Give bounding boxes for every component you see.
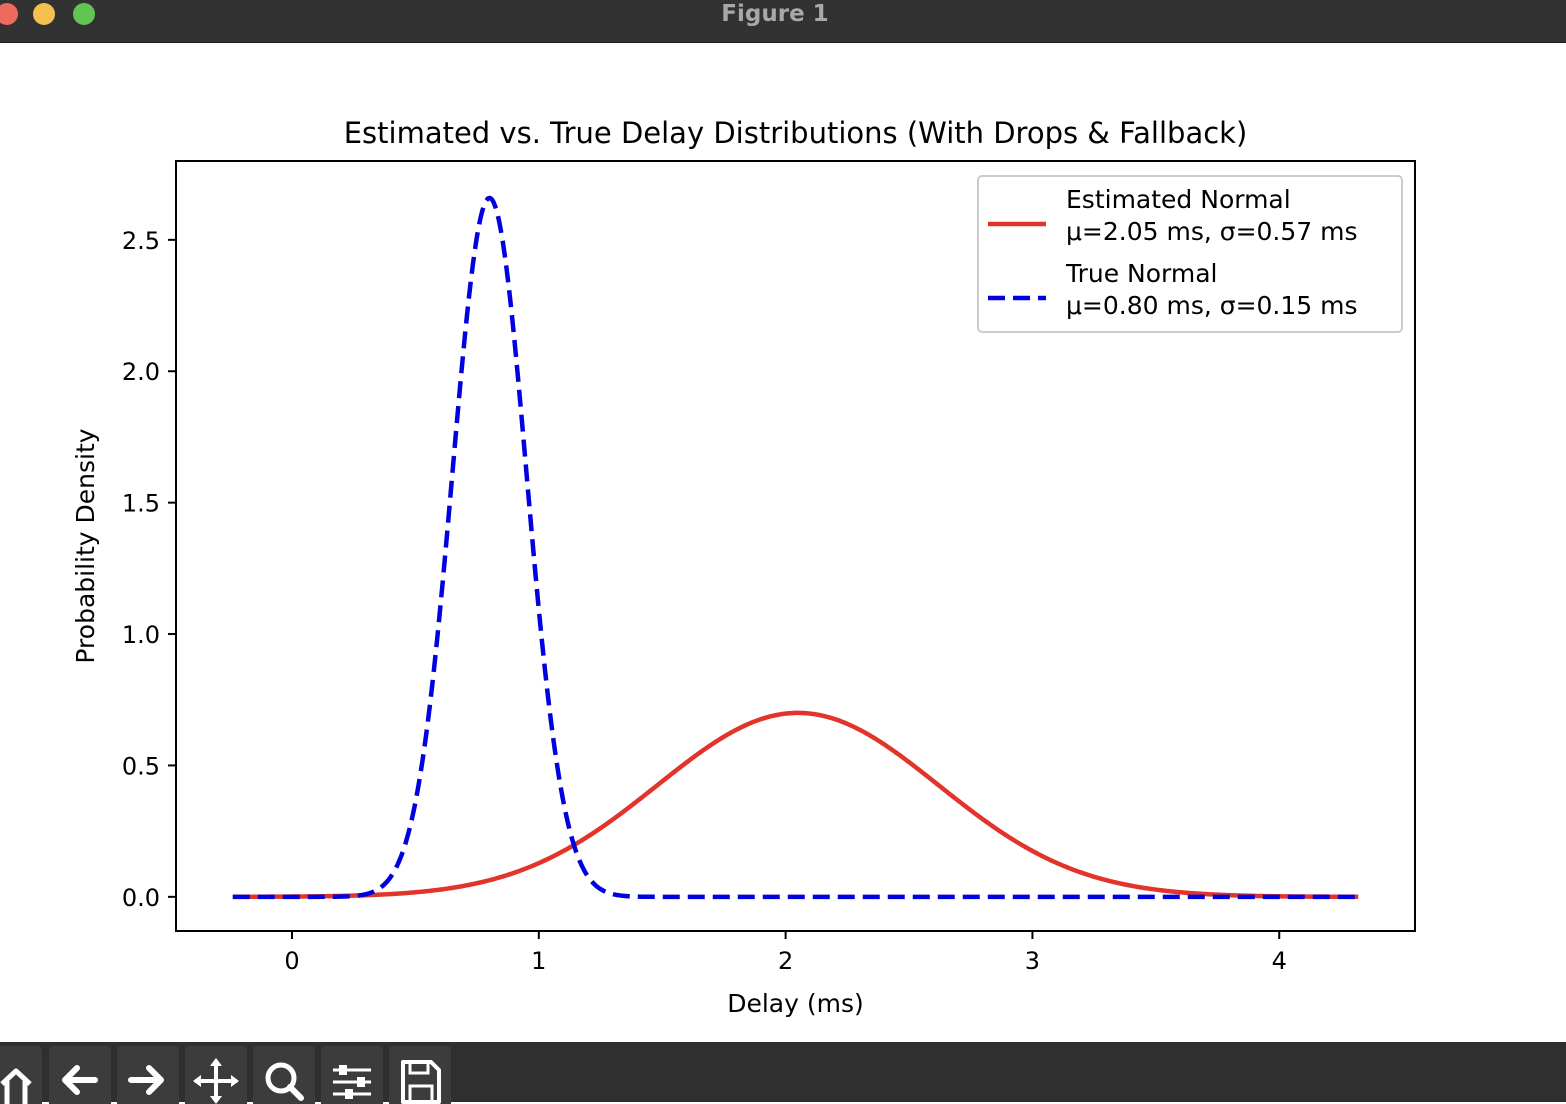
sliders-icon — [333, 1065, 371, 1099]
window-title: Figure 1 — [721, 1, 829, 27]
y-axis-label: Probability Density — [71, 428, 100, 663]
x-tick-label: 1 — [531, 947, 546, 975]
y-tick-label: 0.0 — [122, 884, 160, 912]
window-titlebar: Figure 1 — [0, 0, 1566, 43]
series-line-estimated-normal — [232, 710, 1359, 900]
y-tick-label: 2.5 — [122, 227, 160, 255]
x-tick-label: 0 — [284, 947, 299, 975]
minimize-window-button[interactable] — [33, 3, 55, 25]
arrow-left-icon — [62, 1065, 98, 1095]
legend-label: Estimated Normal — [1066, 185, 1291, 214]
y-tick-label: 1.5 — [122, 490, 160, 518]
save-button[interactable] — [389, 1046, 451, 1104]
axes-frame — [175, 160, 1416, 932]
magnifier-icon — [265, 1062, 304, 1101]
floppy-disk-icon — [401, 1060, 441, 1104]
chart-title: Estimated vs. True Delay Distributions (… — [344, 116, 1248, 150]
zoom-button[interactable] — [253, 1046, 315, 1104]
navigation-toolbar — [0, 1042, 1566, 1104]
legend-label: True Normal — [1065, 259, 1218, 288]
legend-box — [977, 175, 1403, 333]
series-line-true-normal — [232, 195, 1359, 900]
y-tick-label: 2.0 — [122, 358, 160, 386]
arrow-right-icon — [128, 1065, 164, 1095]
figure-canvas: Estimated vs. True Delay Distributions (… — [71, 116, 1416, 1018]
x-tick-label: 2 — [778, 947, 793, 975]
home-icon — [0, 1068, 32, 1104]
back-button[interactable] — [49, 1046, 111, 1104]
legend-label: μ=2.05 ms, σ=0.57 ms — [1066, 217, 1358, 246]
x-tick-label: 4 — [1272, 947, 1287, 975]
x-axis-label: Delay (ms) — [727, 989, 864, 1018]
forward-button[interactable] — [117, 1046, 179, 1104]
pan-button[interactable] — [185, 1046, 247, 1104]
legend-label: μ=0.80 ms, σ=0.15 ms — [1066, 291, 1358, 320]
maximize-window-button[interactable] — [73, 3, 95, 25]
y-tick-label: 0.5 — [122, 752, 160, 780]
x-tick-label: 3 — [1025, 947, 1040, 975]
home-button[interactable] — [0, 1046, 42, 1104]
configure-subplots-button[interactable] — [321, 1046, 383, 1104]
move-icon — [193, 1058, 239, 1104]
close-window-button[interactable] — [0, 3, 18, 25]
y-tick-label: 1.0 — [122, 621, 160, 649]
